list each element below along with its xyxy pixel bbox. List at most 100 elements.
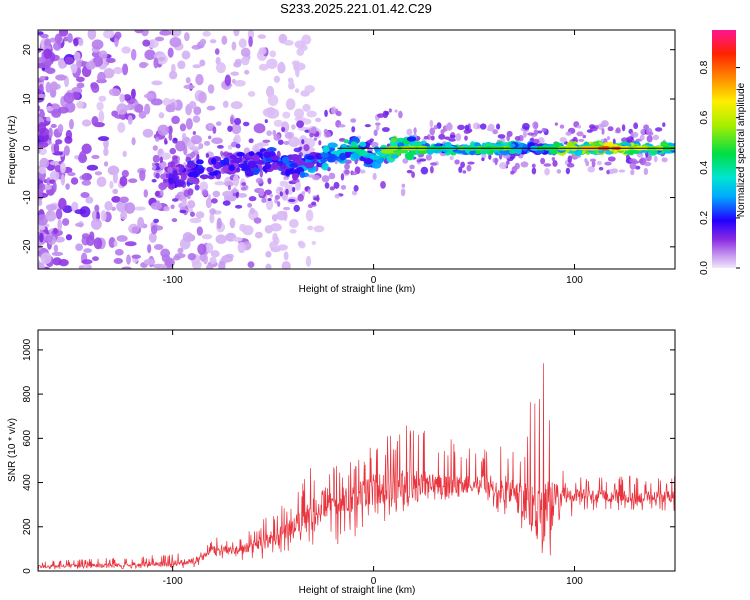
spectrogram-cell bbox=[544, 167, 550, 176]
spectrogram-cell bbox=[279, 191, 283, 197]
spectrogram-cell bbox=[39, 157, 50, 169]
spectrogram-cell bbox=[325, 130, 330, 138]
spectrogram-cell bbox=[247, 203, 253, 208]
spectrogram-cell bbox=[240, 187, 247, 191]
spectrogram-cell bbox=[311, 240, 317, 245]
spectrogram-cell bbox=[38, 62, 45, 69]
spectrogram-cell bbox=[179, 123, 187, 132]
colorbar-tick-label: 0.6 bbox=[699, 110, 710, 124]
colorbar-tick-label: 0.8 bbox=[699, 60, 710, 74]
spectrogram-cell bbox=[210, 198, 218, 204]
spectrogram-cell bbox=[78, 265, 84, 269]
spectrogram-cell bbox=[551, 156, 556, 161]
spectrogram-cell bbox=[45, 81, 52, 93]
spectrogram-cell bbox=[169, 37, 182, 48]
spectrogram-cell bbox=[137, 216, 145, 229]
spectrogram-cell bbox=[81, 143, 92, 155]
spectrogram-cell bbox=[598, 166, 604, 171]
spectrogram-cell bbox=[221, 35, 228, 45]
spectrogram-cell bbox=[494, 157, 498, 166]
spectrogram-cell bbox=[207, 122, 214, 130]
spectrogram-cell bbox=[480, 123, 487, 130]
spectrogram-cell bbox=[338, 152, 347, 161]
spectrogram-cell bbox=[62, 218, 70, 226]
spectrogram-cell bbox=[91, 39, 104, 50]
spectrogram-cell bbox=[124, 202, 136, 214]
spectrogram-cell bbox=[51, 251, 64, 257]
spectrogram-cell bbox=[279, 180, 289, 187]
spectrogram-frame bbox=[37, 29, 676, 270]
spectrogram-cell bbox=[221, 254, 234, 263]
spectrogram-y-tick-label: -10 bbox=[22, 190, 33, 205]
spectrogram-cell bbox=[509, 143, 516, 148]
spectrogram-cell bbox=[445, 123, 453, 131]
spectrogram-cell bbox=[313, 137, 317, 141]
spectrogram-cell bbox=[152, 164, 157, 170]
spectrogram-cell bbox=[76, 67, 82, 76]
spectrogram-cell bbox=[336, 110, 342, 117]
spectrogram-cell bbox=[496, 123, 501, 130]
spectrogram-cell bbox=[253, 217, 262, 224]
spectrogram-cell bbox=[533, 129, 539, 136]
spectrogram-cell bbox=[618, 169, 626, 173]
spectrogram-cell bbox=[492, 129, 498, 135]
spectrogram-cell bbox=[532, 121, 539, 130]
spectrogram-cell bbox=[103, 30, 115, 39]
spectrogram-cell bbox=[123, 94, 132, 101]
spectrogram-cell bbox=[661, 157, 668, 163]
spectrogram-cell bbox=[164, 257, 175, 268]
spectrogram-cell bbox=[359, 141, 367, 148]
spectrogram-cell bbox=[466, 164, 472, 172]
spectrogram-cell bbox=[662, 122, 666, 127]
spectrogram-cell bbox=[201, 189, 209, 196]
spectrogram-cell bbox=[241, 182, 247, 186]
spectrogram-cell bbox=[169, 30, 182, 37]
snr-y-tick-label: 0 bbox=[22, 568, 33, 574]
spectrogram-cell bbox=[156, 200, 160, 204]
spectrogram-cell bbox=[173, 138, 178, 142]
spectrogram-cell bbox=[48, 127, 53, 139]
spectrogram-cell bbox=[288, 137, 296, 143]
spectrogram-cell bbox=[195, 74, 204, 86]
spectrogram-cell bbox=[306, 110, 317, 118]
spectrogram-cell bbox=[294, 88, 300, 93]
spectrogram-cell bbox=[153, 218, 160, 223]
spectrogram-cell bbox=[253, 167, 261, 174]
spectrogram-cell bbox=[261, 197, 267, 204]
spectrogram-cell bbox=[464, 135, 468, 141]
spectrogram-cell bbox=[313, 225, 325, 233]
spectrogram-cell bbox=[264, 161, 271, 170]
spectrogram-cell bbox=[76, 101, 85, 109]
spectrogram-cell bbox=[189, 217, 202, 224]
spectrogram-cell bbox=[143, 258, 156, 266]
spectrogram-cell bbox=[194, 167, 205, 175]
spectrogram-cell bbox=[359, 151, 369, 156]
spectrogram-cell bbox=[167, 177, 174, 183]
spectrogram-cell bbox=[148, 232, 157, 243]
spectrogram-cell bbox=[591, 160, 596, 168]
spectrogram-cell bbox=[92, 256, 99, 262]
spectrogram-cell bbox=[112, 171, 118, 184]
spectrogram-cell bbox=[223, 157, 230, 165]
spectrogram-cell bbox=[587, 165, 596, 173]
spectrogram-cell bbox=[266, 106, 276, 115]
spectrogram-cell bbox=[305, 255, 312, 267]
spectrogram-cell bbox=[404, 152, 414, 160]
spectrogram-cell bbox=[643, 161, 652, 167]
spectrogram-cell bbox=[53, 41, 62, 51]
spectrogram-cell bbox=[566, 142, 572, 148]
spectrogram-cell bbox=[196, 159, 204, 165]
spectrogram-cell bbox=[54, 164, 62, 173]
spectrogram-cell bbox=[163, 205, 170, 212]
spectrogram-cell bbox=[205, 197, 212, 209]
colorbar-gradient bbox=[712, 30, 736, 268]
spectrogram-cell bbox=[108, 88, 121, 97]
spectrogram-cell bbox=[119, 196, 129, 203]
spectrogram-cell bbox=[52, 257, 62, 266]
spectrogram-cell bbox=[75, 76, 85, 83]
spectrogram-cell bbox=[97, 136, 110, 142]
spectrogram-cell bbox=[630, 169, 635, 176]
spectrogram-cell bbox=[215, 121, 222, 126]
spectrogram-cell bbox=[38, 199, 43, 207]
